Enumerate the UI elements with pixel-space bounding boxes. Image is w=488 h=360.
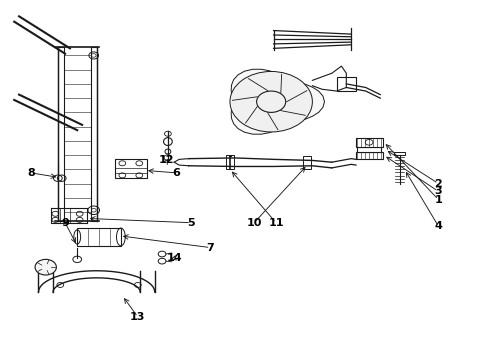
Text: 13: 13	[130, 312, 145, 322]
Polygon shape	[231, 69, 324, 134]
Text: 7: 7	[206, 243, 214, 253]
Text: 1: 1	[434, 194, 442, 204]
Circle shape	[229, 72, 312, 132]
Polygon shape	[355, 152, 382, 159]
Text: 2: 2	[434, 179, 442, 189]
Text: 3: 3	[434, 186, 441, 197]
Text: 11: 11	[268, 218, 283, 228]
Text: 9: 9	[61, 218, 69, 228]
Polygon shape	[58, 46, 63, 221]
Text: 4: 4	[434, 221, 442, 231]
Polygon shape	[77, 228, 121, 246]
Circle shape	[35, 259, 56, 275]
Text: 5: 5	[187, 218, 195, 228]
Polygon shape	[357, 147, 381, 152]
Text: 14: 14	[166, 253, 182, 263]
Text: 10: 10	[246, 218, 262, 228]
Text: 8: 8	[27, 168, 35, 178]
Polygon shape	[355, 138, 382, 147]
Text: 6: 6	[172, 168, 180, 178]
Polygon shape	[91, 46, 97, 221]
Text: 12: 12	[159, 156, 174, 166]
